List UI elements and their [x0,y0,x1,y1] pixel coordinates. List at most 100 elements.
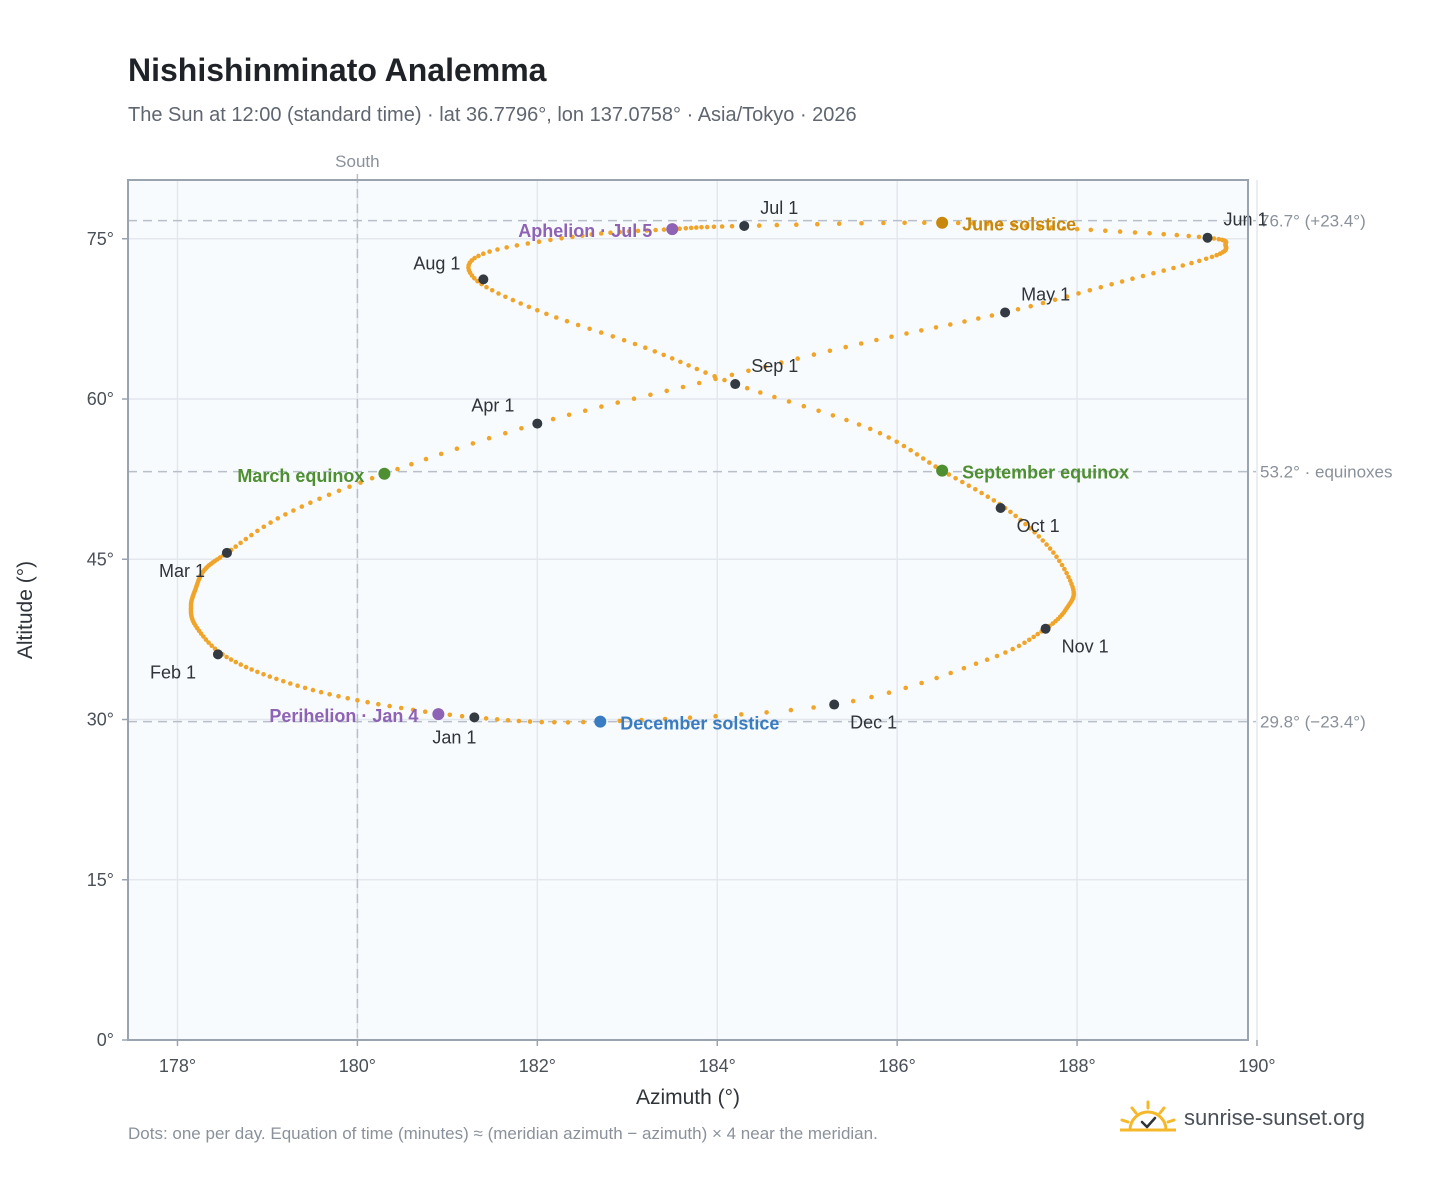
day-dot [1059,562,1065,568]
day-dot [1050,621,1055,626]
day-dot [867,426,873,432]
day-dot [762,364,768,370]
day-dot [1024,223,1029,229]
day-dot [1211,236,1217,241]
day-dot [1130,276,1135,282]
month-marker [995,502,1006,513]
day-dot [503,430,508,436]
day-dot [1103,228,1108,233]
day-dot [894,439,899,445]
day-dot [874,337,879,343]
day-dot [410,707,416,713]
day-dot [1180,263,1186,268]
day-dot [1186,233,1191,239]
day-dot [409,461,414,467]
day-dot [387,703,392,709]
day-dot [308,500,313,506]
event-marker [936,216,949,229]
day-dot [843,344,848,350]
day-dot [914,452,920,457]
day-dot [934,675,939,681]
day-dot [919,328,924,333]
day-dot [669,356,675,361]
day-dot [580,233,585,238]
month-marker [469,712,480,723]
day-dot [238,662,244,667]
day-dot [694,366,700,372]
day-dot [564,318,570,324]
day-dot [505,718,511,723]
day-dot [365,699,370,705]
day-dot [694,225,699,230]
y-tick-label: 45° [87,549,114,569]
day-dot [1022,640,1027,646]
day-dot [677,226,682,231]
day-dot [447,712,453,718]
chart-title: Nishishinminato Analemma [128,52,547,88]
day-dot [1010,646,1015,652]
day-dot [886,690,892,695]
event-label: Aphelion · Jul 5 [518,221,652,241]
day-dot [228,657,234,662]
day-dot [617,718,622,724]
day-dot [856,422,862,427]
day-dot [933,325,939,330]
day-dot [758,390,763,395]
event-marker [378,467,391,480]
day-dot [548,237,553,243]
day-dot [355,698,360,703]
day-dot [927,460,932,465]
day-dot [598,231,604,236]
reference-line-label: 29.8° (−23.4°) [1260,713,1366,732]
day-dot [1049,225,1054,230]
day-dot [850,698,856,704]
day-dot [687,715,693,720]
day-dot [1147,231,1152,236]
month-label: Feb 1 [150,662,196,682]
day-dot [712,374,717,379]
month-label: Jul 1 [760,198,798,218]
day-dot [525,241,531,246]
day-dot [858,341,864,346]
y-tick-label: 0° [97,1030,114,1050]
event-label: June solstice [962,215,1076,235]
day-dot [486,435,492,441]
day-dot [243,536,249,542]
event-label: Perihelion · Jan 4 [269,706,418,726]
day-dot [729,372,735,378]
reference-line-label: 76.7° (+23.4°) [1260,212,1366,231]
brand[interactable]: sunrise-sunset.org [1120,1100,1365,1136]
x-tick-label: 180° [339,1056,376,1076]
day-dot [922,220,927,225]
day-dot [209,643,214,648]
day-dot [962,319,967,324]
day-dot [459,713,465,719]
day-dot [608,230,613,235]
brand-text[interactable]: sunrise-sunset.org [1184,1105,1365,1130]
day-dot [955,220,961,226]
day-dot [1051,550,1056,555]
day-dot [788,707,794,713]
day-dot [652,349,658,354]
day-dot [503,294,508,300]
month-marker [1000,307,1011,318]
day-dot [801,403,807,409]
day-dot [830,413,836,418]
y-tick-label: 75° [87,229,114,249]
event-marker [666,223,679,236]
day-dot [661,352,666,358]
event-label: September equinox [962,463,1129,483]
day-dot [1032,530,1037,535]
day-dot [358,480,363,485]
day-dot [519,426,524,431]
day-dot [844,417,849,423]
day-dot [881,220,886,226]
day-dot [1132,230,1138,235]
chart-subtitle: The Sun at 12:00 (standard time) · lat 3… [128,104,857,126]
day-dot [1066,574,1071,580]
day-dot [206,640,211,645]
day-dot [1044,542,1049,547]
day-dot [494,717,500,722]
day-dot [973,661,979,666]
day-dot [233,544,238,549]
